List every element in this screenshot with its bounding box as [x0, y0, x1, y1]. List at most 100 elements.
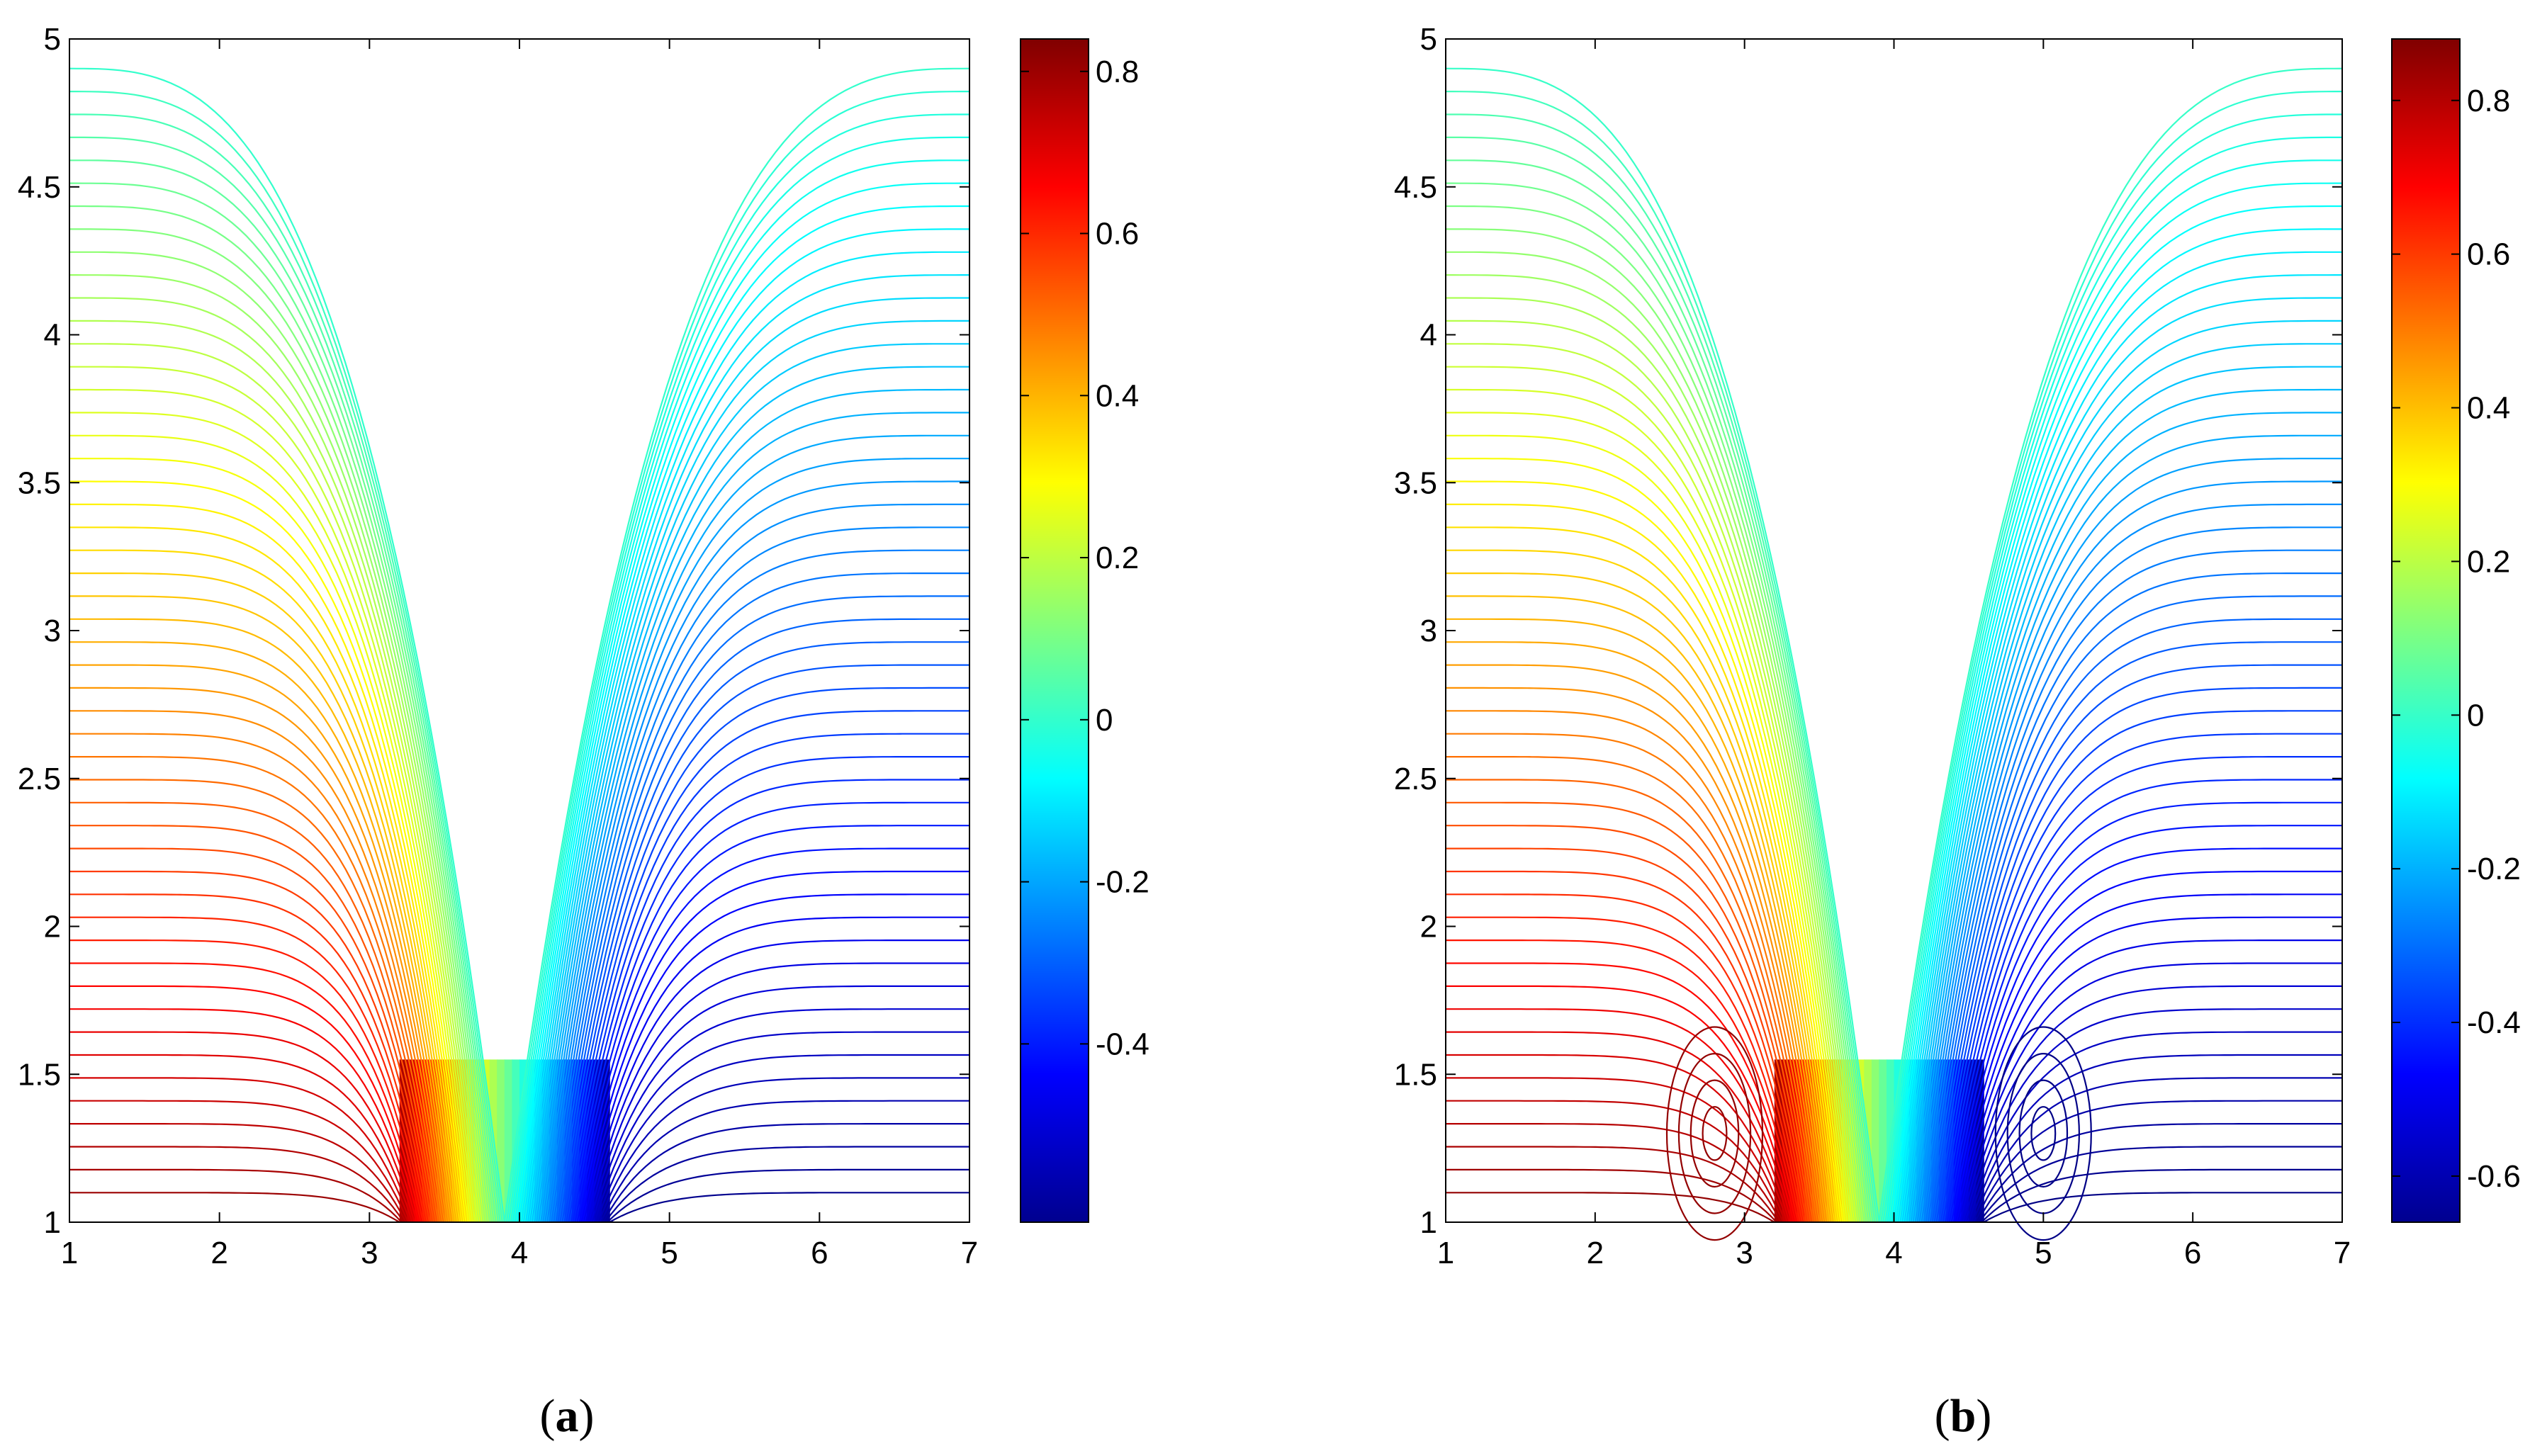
panel-a-ytick-label: 5	[44, 22, 61, 57]
panel-b-streamline-left	[1446, 916, 1801, 1223]
panel-b-streamline-right	[1938, 710, 2342, 1223]
panel-a-streamline-left	[69, 251, 488, 1223]
panel-a-streamline-left	[69, 779, 439, 1223]
panel-a-streamline-left	[69, 434, 471, 1223]
panel-a-streamline-right	[566, 733, 969, 1223]
panel-a-streamline-left	[69, 1031, 415, 1223]
panel-a-streamline-left	[69, 91, 503, 1223]
panel-a-streamline-left	[69, 733, 444, 1223]
panel-a-streamline-left	[69, 1192, 400, 1223]
panel-b-xtick-label: 2	[1587, 1236, 1604, 1270]
panel-b-streamline-right	[1882, 113, 2342, 1223]
panel-a-streamline-left	[69, 113, 501, 1223]
panel-b-streamline-right	[1889, 182, 2342, 1223]
panel-a-streamline-right	[546, 526, 969, 1223]
panel-a-streamline-right	[551, 572, 969, 1223]
panel-b-streamline-right	[1972, 1077, 2342, 1223]
panel-b-xtick-label: 4	[1885, 1236, 1902, 1270]
panel-b-streamline-left	[1446, 664, 1825, 1223]
panel-b-streamline-right	[1965, 1008, 2342, 1223]
panel-b-streamline-right	[1884, 136, 2342, 1223]
panel-a-streamline-right	[553, 595, 969, 1223]
panel-b-ytick-label: 1	[1420, 1205, 1437, 1240]
panel-a-colorbar-tick-label: -0.4	[1096, 1027, 1149, 1061]
panel-a-streamline-right	[559, 664, 969, 1223]
panel-b-streamline-right	[1912, 434, 2342, 1223]
panel-b-streamline-left	[1446, 1122, 1782, 1223]
panel-b-streamline-left	[1446, 1168, 1777, 1223]
panel-a-xticks: 1 2 3 4 5 6 7	[61, 39, 978, 1270]
panel-a-colorbar-tick-label: 0.4	[1096, 378, 1139, 413]
panel-b-streamline-left	[1446, 480, 1842, 1223]
panel-b-jet-band	[1797, 1059, 1805, 1222]
panel-b-colorbar-ticks: -0.6 -0.4 -0.2 0 0.2 0.4 0.6 0.8	[2392, 84, 2521, 1194]
panel-b-streamline-right	[1946, 801, 2342, 1223]
panel-a-streamline-left	[69, 710, 446, 1223]
panel-a-jet-band	[422, 1059, 430, 1222]
panel-a-colorbar	[1020, 38, 1089, 1223]
panel-b-streamline-left	[1446, 618, 1829, 1223]
panel-a-yticks: 1 1.5 2 2.5 3 3.5 4 4.5 5	[18, 22, 969, 1240]
panel-a-colorbar-tick-label: -0.2	[1096, 865, 1149, 900]
panel-a-streamline-right	[578, 870, 969, 1223]
panel-a-streamline-left	[69, 549, 461, 1223]
panel-b-streamline-left	[1446, 779, 1814, 1223]
panel-b-streamline-left	[1446, 388, 1850, 1223]
panel-b-vortex-loop	[1677, 1053, 1752, 1214]
panel-b-streamline-left	[1446, 343, 1855, 1223]
panel-a-streamline-right	[609, 1192, 969, 1223]
panel-b-vortex-loop	[2030, 1106, 2057, 1161]
panel-b-streamline-left	[1446, 251, 1863, 1223]
panel-b-streamline-right	[1940, 733, 2342, 1223]
panel-b-streamline-right	[1981, 1168, 2342, 1223]
panel-a-streamline-right	[605, 1146, 969, 1223]
panel-b-caption: (b)	[1935, 1390, 1992, 1442]
panel-b-ytick-label: 2.5	[1394, 762, 1437, 796]
panel-b-vortex-loop	[1690, 1079, 1740, 1188]
panel-a-streamline-left	[69, 228, 490, 1223]
panel-b: 1 2 3 4 5 6 7 1 1.5 2 2.5 3 3.5 4 4.5 5 -0.6 -0.4 -0.2 0 0…	[1394, 22, 2521, 1442]
panel-b-streamline-right	[1906, 366, 2342, 1223]
panel-a-streamline-right	[561, 687, 969, 1223]
panel-a-jet-band	[437, 1059, 445, 1222]
panel-a-streamline-right	[520, 251, 969, 1223]
panel-b-xtick-label: 5	[2035, 1236, 2052, 1270]
panel-a-streamline-right	[600, 1100, 969, 1223]
panel-b-axes-frame	[1445, 38, 2343, 1223]
panel-a-streamline-right	[568, 755, 969, 1223]
panel-b-ytick-label: 4	[1420, 318, 1437, 353]
panel-b-streamline-right	[1983, 1192, 2342, 1223]
panel-b-jet-band	[1811, 1059, 1820, 1222]
panel-a-streamline-right	[593, 1031, 969, 1223]
panel-a-streamline-left	[69, 1146, 405, 1223]
panel-a-jet-band	[527, 1059, 535, 1222]
panel-a-jet-band	[579, 1059, 588, 1222]
panel-a-ytick-label: 2.5	[18, 762, 61, 796]
panel-a-jet-band	[594, 1059, 603, 1222]
panel-a-xtick-label: 6	[811, 1236, 828, 1270]
panel-a-streamline-right	[583, 916, 969, 1223]
panel-b-jet-band	[1834, 1059, 1843, 1222]
panel-b-colorbar-tick-label: 0.2	[2467, 544, 2510, 579]
panel-a-streamline-left	[69, 182, 495, 1223]
panel-a-streamline-right	[589, 985, 969, 1223]
panel-a-ytick-label: 2	[44, 910, 61, 944]
panel-a-streamline-left	[69, 343, 480, 1223]
panel-a-streamline-left	[69, 595, 456, 1223]
panel-b-ytick-label: 2	[1420, 910, 1437, 944]
panel-a-streamline-left	[69, 67, 505, 1223]
panel-b-streamline-right	[1955, 893, 2342, 1223]
panel-b-streamline-left	[1446, 733, 1818, 1223]
panel-b-streamline-left	[1446, 434, 1846, 1223]
panel-b-streamline-left	[1446, 1077, 1786, 1223]
panel-b-streamline-right	[1942, 755, 2342, 1223]
panel-a-streamline-right	[536, 412, 969, 1223]
panel-b-streamline-right	[1969, 1054, 2342, 1223]
panel-a-streamline-left	[69, 320, 482, 1223]
panel-b-streamline-right	[1893, 228, 2342, 1223]
panel-a-colorbar-ticks: -0.4 -0.2 0 0.2 0.4 0.6 0.8	[1021, 55, 1149, 1061]
panel-a-streamline-right	[549, 549, 969, 1223]
panel-b-streamline-left	[1446, 366, 1852, 1223]
panel-b-streamline-right	[1895, 251, 2342, 1223]
panel-b-colorbar-tick-label: -0.2	[2467, 852, 2521, 886]
